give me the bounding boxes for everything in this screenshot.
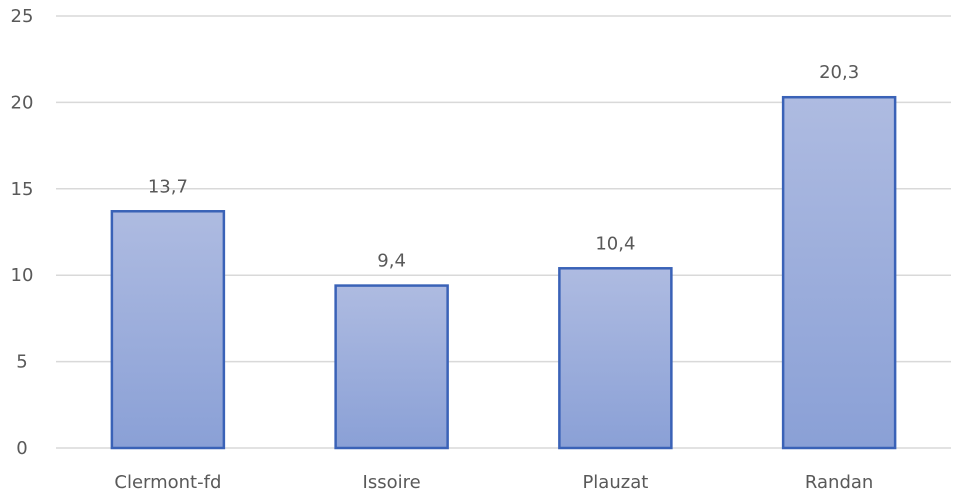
bar-clermont-fd: [110, 210, 226, 450]
y-axis-tick-labels: 0 5 10 15 20 25: [11, 6, 34, 459]
data-label: 13,7: [148, 176, 188, 197]
bar-plauzat: [558, 267, 673, 450]
bar-randan: [781, 95, 897, 450]
y-tick-label: 20: [11, 92, 34, 113]
data-label: 20,3: [819, 62, 859, 83]
category-label: Clermont-fd: [114, 472, 221, 493]
data-label: 9,4: [377, 251, 406, 272]
category-label: Plauzat: [582, 472, 648, 493]
y-tick-label: 10: [11, 265, 34, 286]
bars: [110, 95, 897, 450]
bar-issoire: [334, 284, 449, 450]
data-label: 10,4: [595, 233, 635, 254]
y-tick-label: 15: [11, 179, 34, 200]
y-tick-label: 25: [11, 6, 34, 27]
y-tick-label: 5: [16, 352, 27, 373]
x-axis-category-labels: Clermont-fd Issoire Plauzat Randan: [114, 472, 873, 493]
category-label: Randan: [805, 472, 873, 493]
y-tick-label: 0: [16, 438, 27, 459]
data-labels: 13,7 9,4 10,4 20,3: [148, 62, 859, 271]
category-label: Issoire: [363, 472, 421, 493]
